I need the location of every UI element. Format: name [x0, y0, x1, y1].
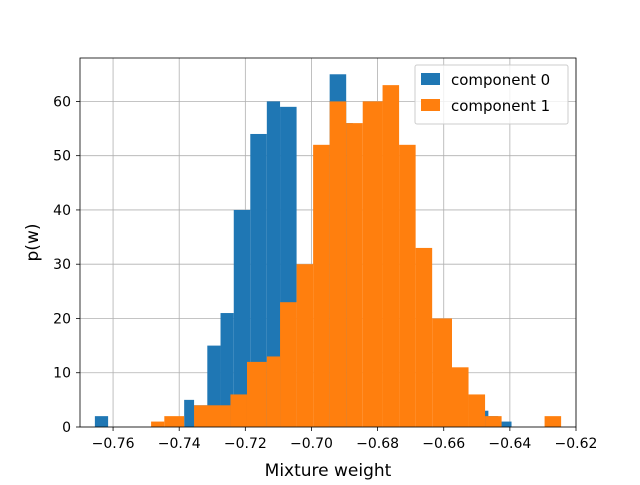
histogram-bar: [266, 356, 281, 427]
y-axis-ticks: 0 10 20 30 40 50 60: [53, 94, 80, 436]
y-axis-label: p(w): [23, 224, 43, 262]
legend-swatch-component-0: [421, 73, 440, 85]
histogram-bar: [415, 247, 433, 427]
histogram-bar: [246, 361, 267, 427]
legend-label-component-0: component 0: [451, 71, 550, 89]
histogram-bar: [230, 394, 247, 427]
x-tick-label: −0.62: [555, 436, 598, 452]
histogram-bar: [296, 264, 314, 427]
series-component-1: [151, 85, 562, 427]
histogram-bar: [498, 421, 512, 427]
x-axis-label: Mixture weight: [265, 461, 392, 480]
histogram-bar: [432, 318, 452, 427]
x-tick-label: −0.72: [224, 436, 267, 452]
histogram-bar: [313, 144, 330, 427]
histogram-bar: [362, 101, 383, 427]
histogram-bar: [250, 133, 267, 427]
histogram-bar: [233, 209, 251, 427]
y-tick-label: 50: [53, 149, 71, 165]
x-axis-ticks: −0.76 −0.74 −0.72 −0.70 −0.68 −0.66 −0.64 −0.62: [92, 427, 598, 452]
histogram-bar: [346, 123, 363, 427]
histogram-bar: [280, 302, 297, 427]
histogram-bar: [485, 416, 502, 427]
histogram-bar: [329, 101, 347, 427]
histogram-bar: [194, 405, 231, 427]
histogram-bars: [94, 74, 562, 428]
legend-box: [414, 64, 569, 125]
y-tick-label: 0: [62, 420, 71, 436]
legend-swatch-component-1: [421, 99, 440, 111]
x-tick-label: −0.64: [488, 436, 531, 452]
y-tick-label: 40: [53, 203, 71, 219]
x-tick-label: −0.66: [422, 436, 465, 452]
y-tick-label: 20: [53, 311, 71, 327]
histogram-bar: [452, 367, 469, 427]
histogram-bar: [399, 144, 416, 427]
histogram-bar: [94, 416, 109, 427]
histogram-bar: [184, 399, 195, 427]
legend: component 0 component 1: [414, 64, 569, 125]
y-tick-label: 60: [53, 94, 71, 110]
x-tick-label: −0.68: [356, 436, 399, 452]
legend-label-component-1: component 1: [451, 97, 550, 115]
x-tick-label: −0.74: [158, 436, 201, 452]
histogram-bar: [164, 416, 185, 427]
plot-frame: [79, 57, 577, 428]
y-tick-label: 30: [53, 257, 71, 273]
histogram-bar: [151, 421, 165, 427]
histogram-bar: [468, 394, 486, 427]
histogram-bar: [382, 85, 400, 427]
histogram-bar: [266, 101, 281, 427]
histogram-bar: [544, 416, 562, 427]
x-tick-label: −0.70: [290, 436, 333, 452]
y-tick-label: 10: [53, 366, 71, 382]
x-tick-label: −0.76: [92, 436, 135, 452]
